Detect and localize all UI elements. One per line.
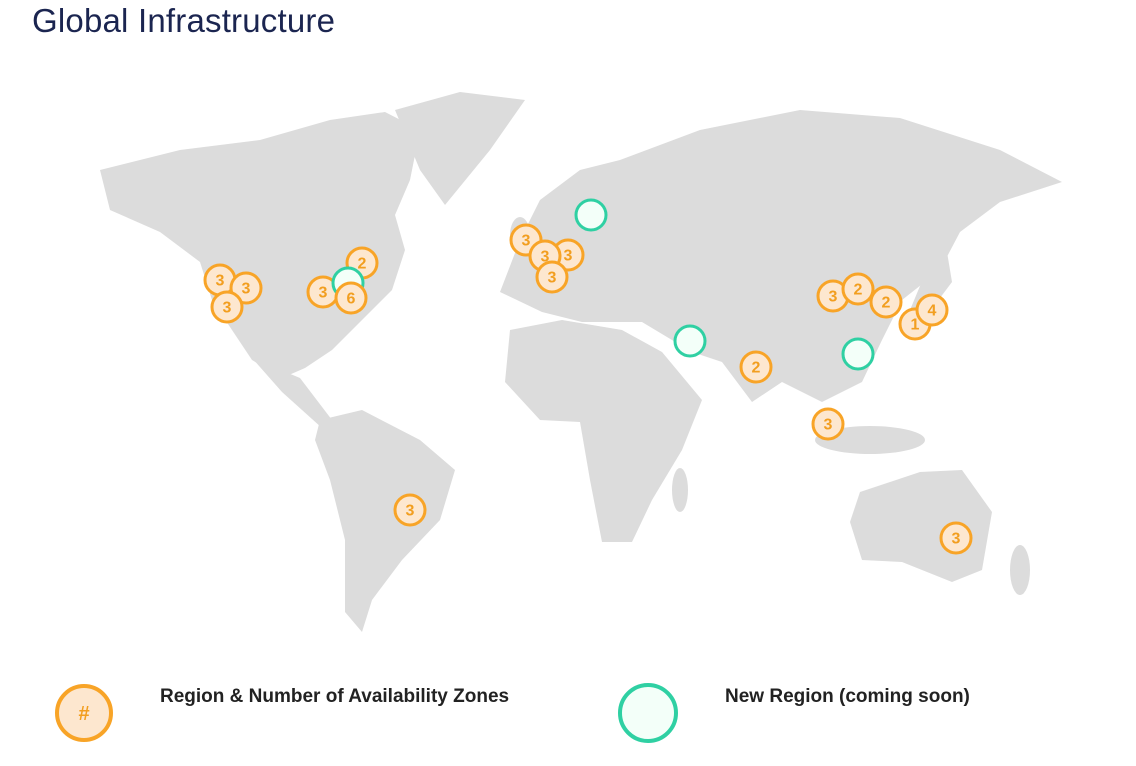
region-marker[interactable]: 3: [210, 290, 244, 324]
region-zone-count: 2: [752, 360, 761, 377]
land-masses: [100, 92, 1062, 632]
region-marker-circle: [739, 350, 773, 384]
new-region-marker[interactable]: [841, 337, 875, 371]
region-zone-count: 3: [541, 249, 550, 266]
region-zone-count: 3: [406, 503, 415, 520]
region-zone-count: 3: [564, 248, 573, 265]
region-zone-count: 3: [242, 281, 251, 298]
region-marker[interactable]: 3: [551, 238, 585, 272]
new-region-marker[interactable]: [673, 324, 707, 358]
north-america: [100, 112, 420, 378]
madagascar: [672, 468, 688, 512]
region-marker[interactable]: 2: [841, 272, 875, 306]
region-zone-count: 4: [928, 303, 937, 320]
region-zone-count: 2: [882, 295, 891, 312]
region-marker-circle: [535, 260, 569, 294]
region-marker-circle: [915, 293, 949, 327]
region-marker-circle: [334, 281, 368, 315]
legend-region-icon: #: [55, 684, 113, 742]
africa: [505, 320, 702, 542]
region-zone-count: 2: [854, 282, 863, 299]
region-zone-count: 3: [548, 270, 557, 287]
region-zone-count: 2: [358, 256, 367, 273]
new-region-marker-circle: [841, 337, 875, 371]
legend-region-label: Region & Number of Availability Zones: [160, 686, 510, 707]
region-marker-circle: [393, 493, 427, 527]
region-zone-count: 3: [824, 417, 833, 434]
region-zone-count: 3: [522, 233, 531, 250]
new-region-marker-circle: [574, 198, 608, 232]
new-zealand: [1010, 545, 1030, 595]
new-region-marker-circle: [673, 324, 707, 358]
south-america: [315, 410, 455, 632]
region-zone-count: 1: [911, 317, 920, 334]
new-region-marker[interactable]: [574, 198, 608, 232]
region-zone-count: 3: [223, 300, 232, 317]
greenland: [395, 92, 525, 205]
region-marker[interactable]: 3: [939, 521, 973, 555]
legend-region-symbol: #: [78, 703, 89, 725]
region-marker[interactable]: 6: [334, 281, 368, 315]
region-zone-count: 3: [216, 273, 225, 290]
region-marker[interactable]: 3: [811, 407, 845, 441]
region-marker[interactable]: 3: [535, 260, 569, 294]
eurasia: [500, 110, 1062, 402]
legend-new-region-icon: [618, 683, 678, 743]
page-title: Global Infrastructure: [32, 2, 336, 39]
region-marker-circle: [841, 272, 875, 306]
region-marker-circle: [210, 290, 244, 324]
region-marker-circle: [869, 285, 903, 319]
region-marker[interactable]: 4: [915, 293, 949, 327]
region-zone-count: 3: [952, 531, 961, 548]
japan: [905, 240, 952, 322]
region-zone-count: 6: [347, 291, 356, 308]
legend-new-region-label: New Region (coming soon): [725, 686, 970, 707]
indonesia: [815, 426, 925, 454]
region-marker[interactable]: 3: [393, 493, 427, 527]
region-marker-circle: [939, 521, 973, 555]
region-marker[interactable]: 2: [739, 350, 773, 384]
region-zone-count: 3: [829, 289, 838, 306]
region-zone-count: 3: [319, 285, 328, 302]
australia: [850, 470, 992, 582]
region-marker[interactable]: 2: [869, 285, 903, 319]
region-marker-circle: [811, 407, 845, 441]
central-america: [252, 358, 332, 428]
